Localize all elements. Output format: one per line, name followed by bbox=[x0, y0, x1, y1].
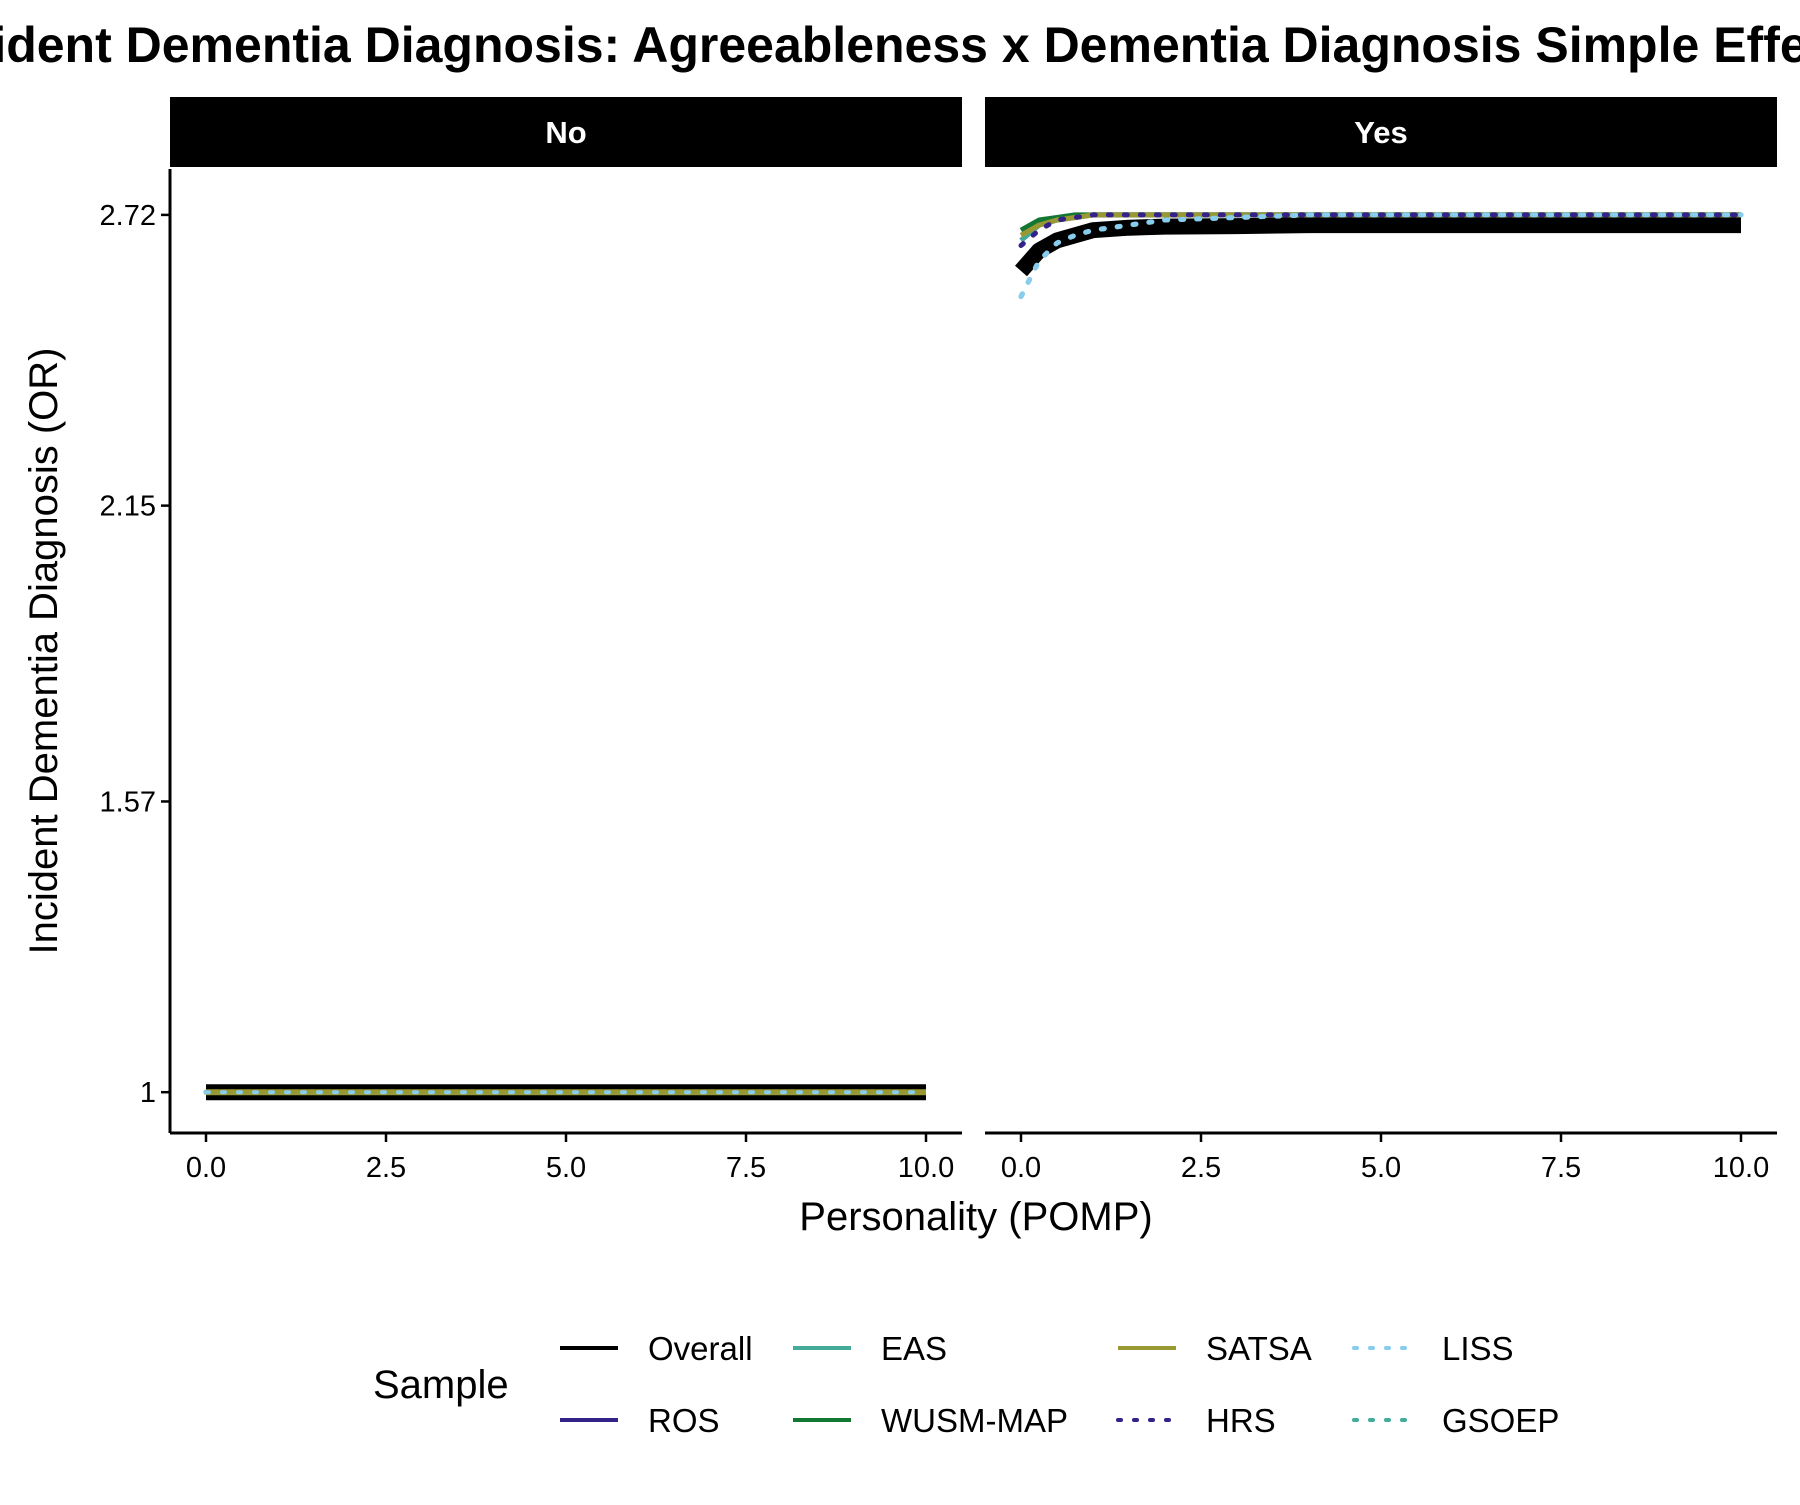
panels: No 0.0 2.5 5.0 7.5 10.0 1 1.57 2.15 2.72 Yes 0.0 2.5… bbox=[100, 97, 1777, 1184]
legend-item-hrs: HRS bbox=[1116, 1402, 1276, 1439]
y-tick-label: 2.15 bbox=[100, 491, 156, 523]
facet-strip-yes bbox=[985, 97, 1777, 167]
y-tick-label: 1 bbox=[140, 1077, 156, 1109]
legend-item-gsoep: GSOEP bbox=[1352, 1402, 1559, 1439]
legend-label: SATSA bbox=[1206, 1330, 1312, 1367]
legend-item-overall: Overall bbox=[560, 1330, 753, 1367]
x-tick-label: 10.0 bbox=[898, 1152, 954, 1184]
x-tick-label: 7.5 bbox=[1541, 1152, 1581, 1184]
x-tick-label: 2.5 bbox=[366, 1152, 406, 1184]
legend-item-eas: EAS bbox=[793, 1330, 947, 1367]
legend-item-wusm-map: WUSM-MAP bbox=[793, 1402, 1068, 1439]
x-tick-label: 0.0 bbox=[1001, 1152, 1041, 1184]
legend-title: Sample bbox=[373, 1363, 509, 1407]
legend: Sample Overall ROS EAS WUSM-MAP SATSA HRS LISS… bbox=[373, 1330, 1559, 1439]
legend-label: GSOEP bbox=[1442, 1402, 1559, 1439]
series-line-overall bbox=[1015, 217, 1741, 277]
legend-label: EAS bbox=[881, 1330, 947, 1367]
facet-strip-no bbox=[170, 97, 962, 167]
legend-item-satsa: SATSA bbox=[1118, 1330, 1312, 1367]
y-axis-title: Incident Dementia Diagnosis (OR) bbox=[22, 348, 66, 955]
series-line-hrs bbox=[1018, 212, 1744, 248]
facet-strip-label: No bbox=[545, 115, 586, 150]
x-tick-label: 5.0 bbox=[1361, 1152, 1401, 1184]
x-tick-label: 10.0 bbox=[1713, 1152, 1769, 1184]
legend-item-liss: LISS bbox=[1352, 1330, 1514, 1367]
x-tick-label: 5.0 bbox=[546, 1152, 586, 1184]
x-axis-title: Personality (POMP) bbox=[799, 1195, 1152, 1239]
legend-label: LISS bbox=[1442, 1330, 1514, 1367]
legend-label: WUSM-MAP bbox=[881, 1402, 1068, 1439]
y-tick-label: 1.57 bbox=[100, 786, 156, 818]
y-tick-label: 2.72 bbox=[100, 200, 156, 232]
legend-label: ROS bbox=[648, 1402, 720, 1439]
legend-label: Overall bbox=[648, 1330, 753, 1367]
series-lines bbox=[1015, 212, 1744, 299]
chart-title: Incident Dementia Diagnosis: Agreeablene… bbox=[0, 17, 1800, 73]
x-axis: 0.0 2.5 5.0 7.5 10.0 bbox=[170, 1131, 962, 1184]
legend-label: HRS bbox=[1206, 1402, 1276, 1439]
y-axis: 1 1.57 2.15 2.72 bbox=[100, 169, 172, 1133]
x-axis: 0.0 2.5 5.0 7.5 10.0 bbox=[985, 1131, 1777, 1184]
x-tick-label: 2.5 bbox=[1181, 1152, 1221, 1184]
legend-item-ros: ROS bbox=[560, 1402, 720, 1439]
panel-no: No 0.0 2.5 5.0 7.5 10.0 1 1.57 2.15 2.72 bbox=[100, 97, 962, 1184]
x-tick-label: 0.0 bbox=[186, 1152, 226, 1184]
panel-yes: Yes 0.0 2.5 5.0 7.5 10.0 bbox=[985, 97, 1777, 1184]
x-tick-label: 7.5 bbox=[726, 1152, 766, 1184]
facet-strip-label: Yes bbox=[1354, 115, 1407, 150]
